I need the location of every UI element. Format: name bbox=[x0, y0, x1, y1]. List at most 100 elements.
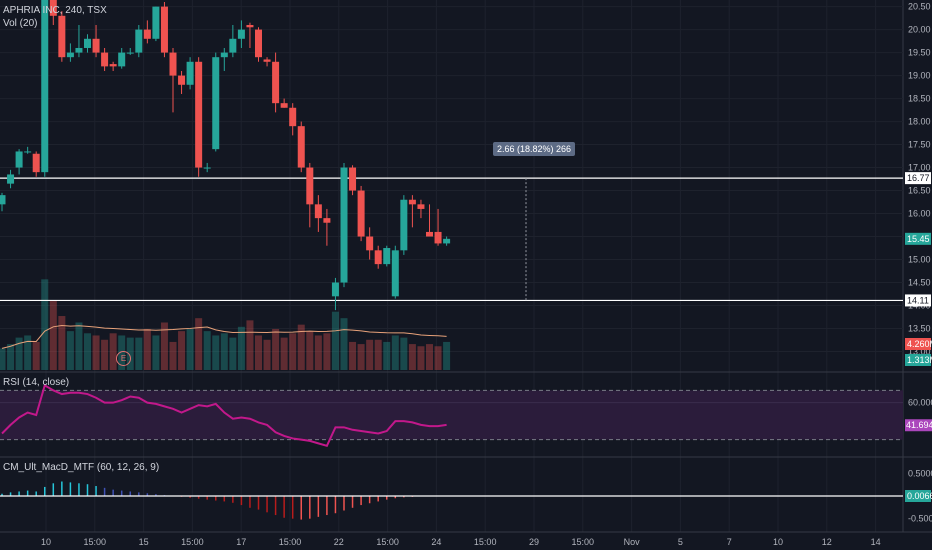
candle-body bbox=[49, 0, 57, 16]
candle-body bbox=[374, 250, 382, 265]
candle-body bbox=[41, 0, 49, 173]
candle-body bbox=[212, 57, 220, 150]
volume-bar bbox=[0, 348, 6, 370]
volume-bar bbox=[58, 316, 66, 370]
volume-bar bbox=[15, 337, 23, 370]
rsi-line bbox=[1, 383, 447, 448]
price-tick-label: 19.50 bbox=[908, 48, 931, 58]
time-tick-label: 15:00 bbox=[376, 537, 399, 547]
volume-bar bbox=[280, 337, 288, 370]
candle-body bbox=[323, 218, 331, 223]
price-marker-label: 15.45 bbox=[907, 234, 930, 244]
candle-body bbox=[408, 199, 416, 205]
candle-body bbox=[203, 167, 211, 169]
volume-bar bbox=[66, 331, 74, 370]
time-tick-label: 15:00 bbox=[474, 537, 497, 547]
volume-bar bbox=[426, 344, 433, 370]
candle-body bbox=[58, 15, 66, 58]
price-marker bbox=[905, 172, 931, 185]
volume-bar bbox=[126, 337, 134, 370]
candle-body bbox=[426, 231, 433, 237]
candle-body bbox=[118, 52, 126, 67]
volume-bar bbox=[408, 344, 416, 370]
time-tick-label: 7 bbox=[727, 537, 732, 547]
candle-body bbox=[443, 238, 451, 244]
price-tick-label: 18.50 bbox=[908, 94, 931, 104]
candle-body bbox=[349, 167, 357, 191]
candle-body bbox=[109, 64, 117, 67]
time-tick-label: 15:00 bbox=[181, 537, 204, 547]
volume-bar bbox=[443, 341, 451, 370]
candle-body bbox=[306, 167, 314, 205]
time-tick-label: 10 bbox=[41, 537, 51, 547]
volume-bar bbox=[152, 335, 160, 370]
volume-bar bbox=[169, 341, 177, 370]
candle-body bbox=[169, 52, 177, 76]
price-marker-label: 14.11 bbox=[907, 295, 929, 305]
volume-bar bbox=[135, 337, 143, 370]
candle-body bbox=[143, 29, 151, 39]
rsi-band bbox=[0, 390, 903, 440]
volume-bar bbox=[272, 328, 280, 370]
candle-body bbox=[32, 153, 40, 173]
price-tick-label: 16.00 bbox=[908, 209, 931, 219]
time-tick-label: 15:00 bbox=[84, 537, 107, 547]
volume-bar bbox=[340, 318, 348, 370]
volume-bar bbox=[160, 322, 168, 370]
price-tick-label: 20.50 bbox=[908, 2, 931, 12]
candle-body bbox=[126, 52, 134, 54]
macd-current-marker bbox=[905, 490, 931, 502]
price-marker-label: 1.313M bbox=[907, 355, 932, 365]
candle-body bbox=[272, 61, 280, 104]
candle-body bbox=[280, 103, 288, 108]
price-tick-label: 20.00 bbox=[908, 25, 931, 35]
candle-body bbox=[220, 52, 228, 58]
candle-body bbox=[289, 107, 297, 127]
price-tick-label: 17.50 bbox=[908, 140, 931, 150]
volume-bar bbox=[391, 335, 399, 370]
volume-bar bbox=[7, 344, 15, 370]
candle-body bbox=[331, 282, 339, 297]
candle-body bbox=[434, 231, 442, 244]
price-tick-label: 14.50 bbox=[908, 278, 931, 288]
candle-body bbox=[229, 38, 237, 53]
volume-bar bbox=[374, 339, 382, 370]
candle-body bbox=[246, 24, 254, 28]
time-tick-label: 10 bbox=[773, 537, 783, 547]
candle-body bbox=[92, 38, 100, 53]
price-marker bbox=[905, 338, 931, 350]
volume-bar bbox=[434, 346, 442, 370]
price-tick-label: 17.00 bbox=[908, 163, 931, 173]
earnings-marker[interactable]: E bbox=[116, 351, 131, 366]
time-tick-label: 17 bbox=[236, 537, 246, 547]
volume-bar bbox=[349, 341, 357, 370]
candle-body bbox=[75, 47, 83, 53]
volume-bar bbox=[366, 339, 374, 370]
candle-body bbox=[237, 29, 245, 39]
volume-bar bbox=[297, 324, 305, 370]
volume-bar bbox=[195, 318, 203, 370]
candle-body bbox=[135, 29, 143, 53]
price-tick-label: 13.50 bbox=[908, 324, 931, 334]
time-tick-label: Nov bbox=[624, 537, 641, 547]
time-tick-label: 24 bbox=[431, 537, 441, 547]
volume-bar bbox=[331, 311, 339, 370]
volume-bar bbox=[32, 341, 40, 370]
time-tick-label: 14 bbox=[871, 537, 881, 547]
volume-bar bbox=[417, 346, 425, 370]
volume-bar bbox=[220, 333, 228, 370]
volume-bar bbox=[400, 337, 408, 370]
volume-bar bbox=[246, 320, 254, 370]
price-marker bbox=[905, 294, 931, 307]
time-tick-label: 12 bbox=[822, 537, 832, 547]
price-tick-label: 15.00 bbox=[908, 255, 931, 265]
price-tick-label: 16.50 bbox=[908, 186, 931, 196]
measure-label: 2.66 (18.82%) 266 bbox=[493, 142, 576, 156]
price-marker bbox=[905, 232, 931, 245]
candle-body bbox=[84, 38, 91, 48]
candle-body bbox=[0, 195, 6, 205]
price-marker bbox=[905, 354, 931, 366]
